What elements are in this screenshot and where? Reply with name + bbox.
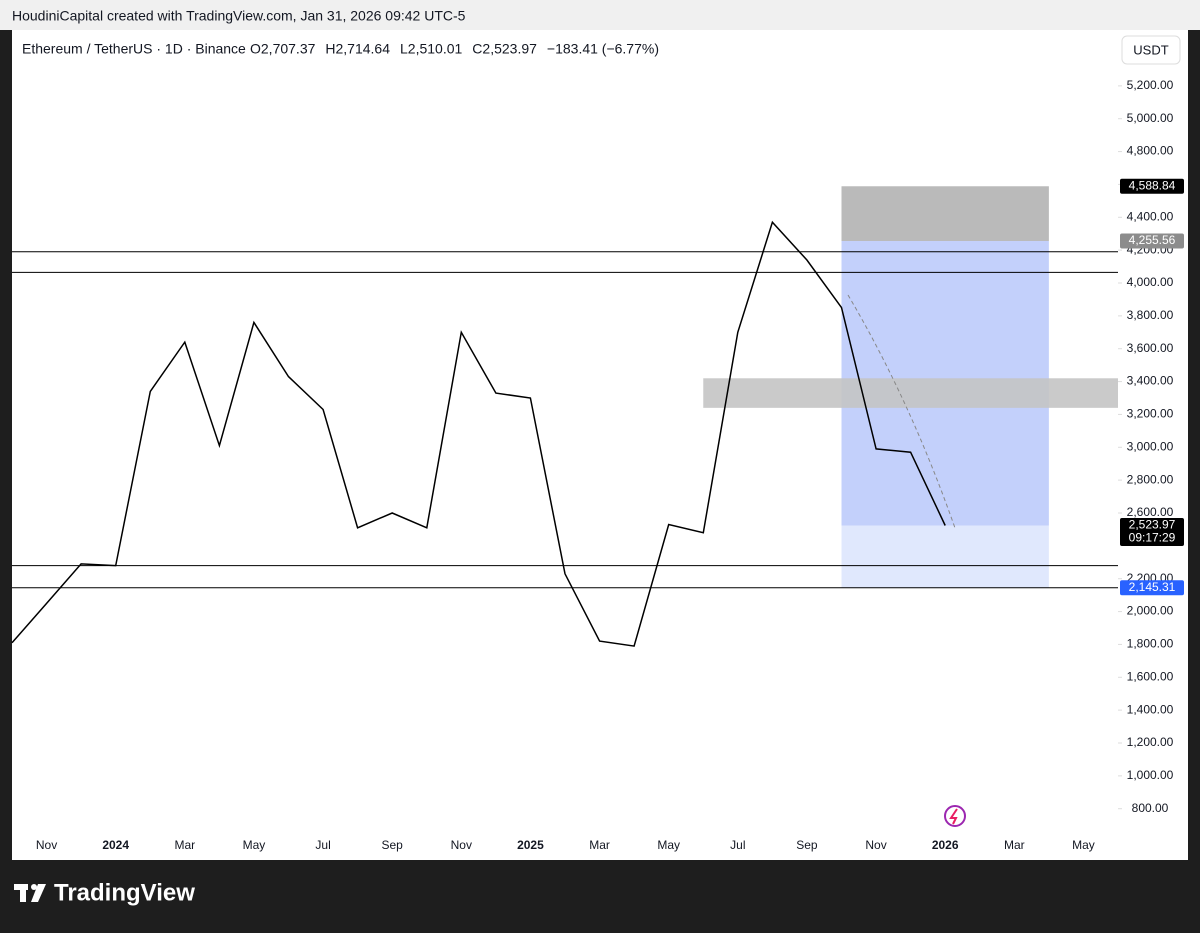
zone — [841, 525, 1049, 588]
y-tick-label: 3,600.00 — [1127, 341, 1174, 355]
ohlc-value: L2,510.01 — [400, 41, 462, 57]
y-tick-label: 2,600.00 — [1127, 505, 1174, 519]
x-tick-label: 2026 — [932, 838, 959, 852]
y-tick-label: 1,800.00 — [1127, 637, 1174, 651]
brand: TradingView — [54, 879, 195, 906]
y-tick-label: 3,400.00 — [1127, 374, 1174, 388]
x-tick-label: Mar — [589, 838, 610, 852]
x-tick-label: Mar — [1004, 838, 1025, 852]
price-label-bg — [1120, 178, 1184, 194]
y-tick-label: 1,400.00 — [1127, 702, 1174, 716]
ohlc-value: −183.41 (−6.77%) — [547, 41, 659, 57]
price-label: 4,588.84 — [1129, 178, 1176, 192]
x-tick-label: May — [1072, 838, 1095, 852]
y-tick-label: 2,800.00 — [1127, 472, 1174, 486]
y-tick-label: 800.00 — [1132, 801, 1169, 815]
y-tick-label: 1,600.00 — [1127, 669, 1174, 683]
price-label-bg — [1120, 517, 1184, 546]
price-label-bg — [1120, 233, 1184, 249]
x-tick-label: Sep — [382, 838, 404, 852]
countdown: 09:17:29 — [1129, 531, 1176, 545]
credit-bar — [0, 0, 1200, 30]
x-tick-label: Nov — [36, 838, 57, 852]
x-tick-label: May — [243, 838, 266, 852]
credit: HoudiniCapital created with TradingView.… — [12, 8, 466, 24]
logo-icon — [944, 805, 966, 827]
y-tick-label: 4,800.00 — [1127, 144, 1174, 158]
logo-bolt — [949, 808, 958, 825]
ohlc-value: O2,707.37 — [250, 41, 316, 57]
zone — [841, 186, 1049, 242]
zone — [703, 378, 1118, 408]
price-line — [11, 220, 946, 647]
price-label: 2,523.97 — [1129, 518, 1176, 532]
price-label: 4,255.56 — [1129, 233, 1176, 247]
y-tick-label: 3,200.00 — [1127, 407, 1174, 421]
x-tick-label: Sep — [796, 838, 818, 852]
x-tick-label: Nov — [865, 838, 886, 852]
y-tick-label: 1,000.00 — [1127, 768, 1174, 782]
x-tick-label: 2025 — [517, 838, 544, 852]
currency-box[interactable] — [1121, 35, 1181, 65]
price-label-bg — [1120, 580, 1184, 596]
x-tick-label: Jul — [730, 838, 745, 852]
y-tick-label: 1,200.00 — [1127, 735, 1174, 749]
y-tick-label: 4,400.00 — [1127, 209, 1174, 223]
y-tick-label: 3,800.00 — [1127, 308, 1174, 322]
y-tick-label: 5,200.00 — [1127, 78, 1174, 92]
price-label: 2,145.31 — [1129, 580, 1176, 594]
projection — [847, 294, 956, 529]
brand-logo — [14, 884, 46, 902]
y-tick-label: 4,000.00 — [1127, 275, 1174, 289]
y-tick-label: 2,000.00 — [1127, 604, 1174, 618]
ohlc-value: H2,714.64 — [325, 41, 390, 57]
y-tick-label: 5,000.00 — [1127, 111, 1174, 125]
x-tick-label: May — [657, 838, 680, 852]
chart-title: Ethereum / TetherUS · 1D · Binance — [22, 41, 246, 57]
currency[interactable]: USDT — [1133, 42, 1168, 57]
x-tick-label: 2024 — [102, 838, 129, 852]
plot — [11, 186, 1118, 647]
y-tick-label: 3,000.00 — [1127, 439, 1174, 453]
x-tick-label: Jul — [315, 838, 330, 852]
x-tick-label: Mar — [174, 838, 195, 852]
ohlc-value: C2,523.97 — [472, 41, 537, 57]
x-tick-label: Nov — [451, 838, 472, 852]
